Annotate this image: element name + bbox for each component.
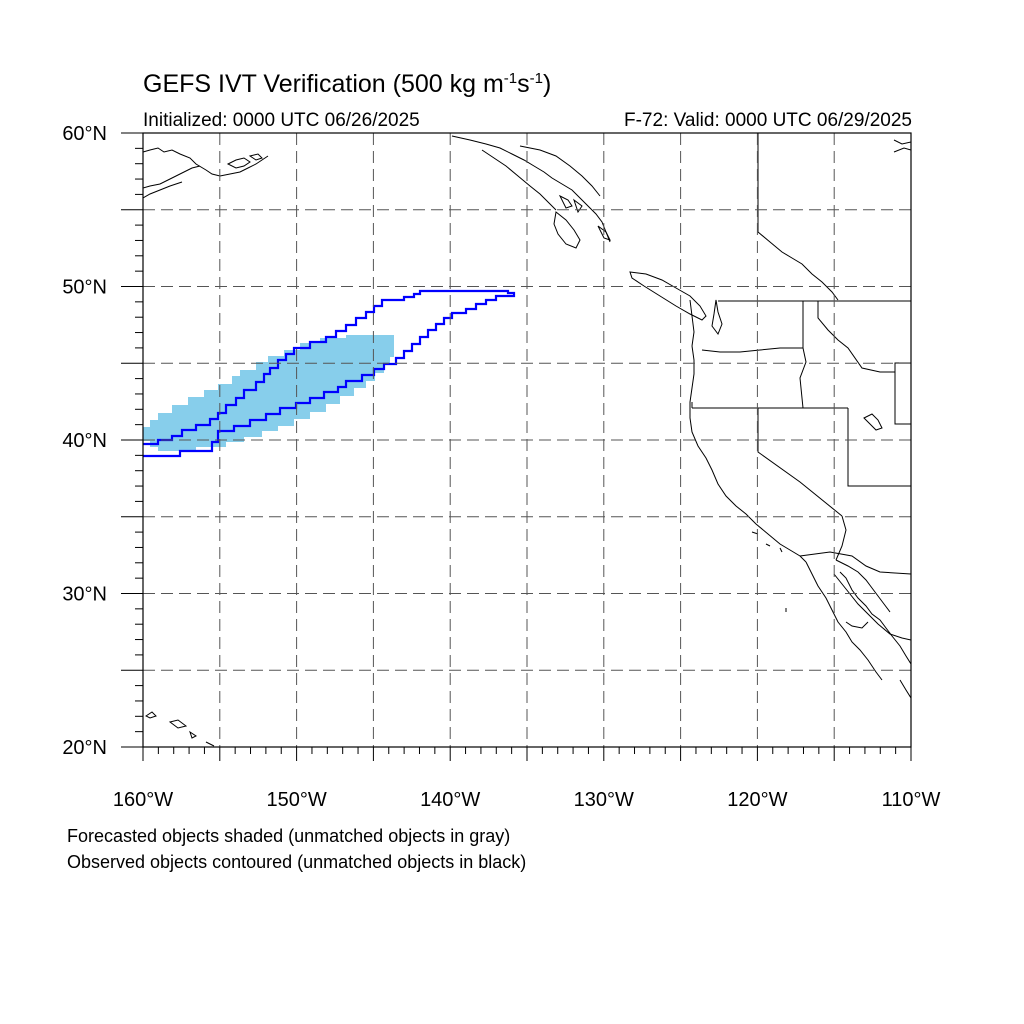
caption-forecast: Forecasted objects shaded (unmatched obj…	[67, 826, 511, 846]
lon-tick-label: 160°W	[113, 789, 173, 811]
initialized-label: Initialized: 0000 UTC 06/26/2025	[143, 110, 420, 131]
lon-tick-label: 130°W	[574, 789, 634, 811]
lon-tick-label: 110°W	[882, 789, 941, 811]
lat-tick-label: 20°N	[62, 737, 107, 759]
lon-tick-label: 140°W	[420, 789, 480, 811]
lat-tick-label: 50°N	[62, 277, 107, 299]
lat-tick-label: 40°N	[62, 430, 107, 452]
lat-tick-label: 60°N	[62, 123, 107, 145]
lon-tick-label: 150°W	[266, 789, 326, 811]
grid-lines	[143, 133, 911, 747]
axis-ticks	[121, 132, 912, 761]
valid-label: F-72: Valid: 0000 UTC 06/29/2025	[624, 110, 912, 131]
forecast-object	[143, 335, 394, 451]
chart-title: GEFS IVT Verification (500 kg m-1s-1)	[143, 70, 552, 98]
observed-contour	[143, 289, 516, 458]
lat-tick-label: 30°N	[62, 584, 107, 606]
caption-observed: Observed objects contoured (unmatched ob…	[67, 852, 527, 872]
lon-tick-label: 120°W	[727, 789, 787, 811]
axis-labels: 160°W 150°W 140°W 130°W 120°W 110°W 20°N 30°N 40…	[62, 123, 940, 811]
